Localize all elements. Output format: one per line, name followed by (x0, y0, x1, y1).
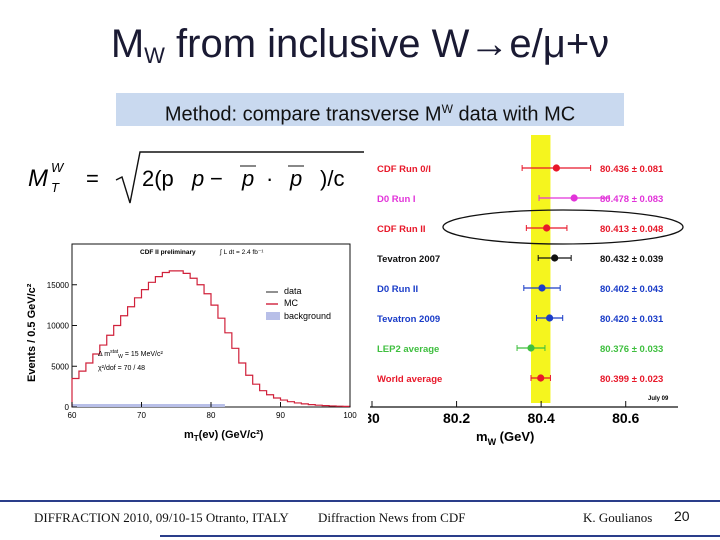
world-average-band (530, 135, 551, 403)
mass-point (538, 284, 546, 292)
mass-x-tick-label: 80.4 (528, 410, 555, 426)
mass-point-value: 80.413 ± 0.048 (600, 224, 663, 235)
mass-point-name: LEP2 average (377, 344, 439, 355)
mass-point-value: 80.478 ± 0.083 (600, 194, 663, 205)
mass-point (527, 344, 535, 352)
histo-ylabel: Events / 0.5 GeV/c² (26, 283, 38, 382)
histo-chi2: χ²/dof = 70 / 48 (98, 365, 145, 372)
mass-point-value: 80.376 ± 0.033 (600, 344, 663, 355)
method-tail: data with MC (452, 103, 576, 126)
title-main: M (110, 22, 145, 66)
footer-center: Diffraction News from CDF (318, 510, 466, 525)
mass-point-name: D0 Run I (377, 194, 416, 205)
mass-point-value: 80.420 ± 0.031 (600, 314, 664, 325)
mass-point (546, 314, 554, 322)
method-sup: W (441, 102, 453, 116)
footer-bottom-divider (160, 535, 720, 537)
histo-title: CDF II preliminary (140, 249, 196, 256)
mass-point (551, 254, 559, 262)
footer-right: K. Goulianos (583, 510, 653, 525)
mass-point-name: Tevatron 2007 (377, 254, 440, 265)
formula-eq: = (86, 166, 99, 191)
histo-x-tick-label: 80 (207, 411, 216, 420)
formula-vec2: p (289, 166, 302, 191)
legend-mc: MC (284, 298, 298, 308)
mass-x-tick-label: 80 (368, 410, 380, 426)
histo-y-tick-label: 5000 (51, 362, 69, 371)
histo-xlabel: mT(eν) (GeV/c²) (184, 429, 264, 443)
histo-background-band (72, 404, 225, 407)
mass-note: July 09 (648, 396, 669, 402)
mass-point-name: CDF Run II (377, 224, 426, 235)
formula-dot: · (266, 166, 273, 191)
formula-lhs: M (28, 165, 48, 192)
formula-lhs-sub: T (51, 180, 60, 195)
mass-point-value: 80.436 ± 0.081 (600, 164, 664, 175)
mass-point-value: 80.402 ± 0.043 (600, 284, 663, 295)
mass-point-name: CDF Run 0/I (377, 164, 431, 175)
title-arrow: → (469, 22, 510, 66)
histo-y-ticks: 0 5000 10000 15000 (47, 281, 77, 412)
histo-x-tick-label: 60 (68, 411, 77, 420)
formula-minus: − (210, 166, 223, 191)
mass-point (552, 164, 560, 172)
formula-vec: p (241, 166, 254, 191)
histo-x-ticks: 60 70 80 90 100 (68, 402, 357, 420)
legend-data: data (284, 286, 302, 296)
histo-lumi: ∫ L dt = 2.4 fb⁻¹ (219, 249, 264, 256)
histo-bars (71, 270, 351, 407)
formula-mid: p (191, 166, 204, 191)
legend-bg-marker (266, 312, 280, 320)
histo-mc-line (71, 270, 351, 407)
histo-background-fill (72, 404, 225, 407)
histo-x-tick-label: 70 (137, 411, 146, 420)
footer-left: DIFFRACTION 2010, 09/10-15 Otranto, ITAL… (34, 510, 289, 525)
title-subscript: W (144, 43, 165, 68)
mass-point (570, 194, 578, 202)
histo-legend: data MC background (266, 286, 331, 321)
mass-point-value: 80.399 ± 0.023 (600, 374, 663, 385)
histo-y-tick-label: 10000 (47, 322, 70, 331)
mw-comparison-plot: CDF Run 0/I 80.436 ± 0.081 D0 Run I 80.478 … (368, 135, 684, 447)
histo-y-tick-label: 15000 (47, 281, 70, 290)
legend-background: background (284, 311, 331, 321)
formula-tail: )/c (320, 166, 344, 191)
mass-x-tick-label: 80.2 (443, 410, 470, 426)
footer-divider (0, 500, 720, 502)
cdf-run2-highlight (442, 209, 684, 245)
page-number: 20 (674, 508, 690, 524)
mass-xlabel: mW (GeV) (476, 429, 534, 447)
histo-x-tick-label: 100 (343, 411, 357, 420)
mass-point-name: World average (377, 374, 442, 385)
mass-point-value: 80.432 ± 0.039 (600, 254, 663, 265)
histo-y-tick-label: 0 (65, 403, 70, 412)
slide-title: MW from inclusive W→e/μ+ν (0, 22, 720, 69)
mass-x-tick-label: 80.6 (612, 410, 639, 426)
histo-x-tick-label: 90 (276, 411, 285, 420)
histo-stat-annotation: Δ mstatW = 15 MeV/c² (98, 349, 163, 360)
formula: M W T = 2(p p − p · p )/c (28, 151, 364, 204)
mass-x-ticks: 80 80.2 80.4 80.6 (368, 401, 640, 426)
method-text: Method: compare transverse M (164, 103, 442, 126)
mass-points: CDF Run 0/I 80.436 ± 0.081 D0 Run I 80.478 … (377, 164, 664, 385)
mass-point (537, 374, 545, 382)
mass-point-name: D0 Run II (377, 284, 418, 295)
mass-point (543, 224, 551, 232)
formula-sqrt (115, 151, 364, 204)
title-rest: from inclusive W (164, 22, 470, 66)
formula-lhs-sup: W (51, 160, 65, 175)
mt-histogram: 0 5000 10000 15000 60 70 80 90 100 CDF II preli… (26, 243, 357, 443)
title-tail: e/μ+ν (509, 22, 610, 66)
method-box: Method: compare transverse MW data with … (116, 93, 624, 126)
mass-point-name: Tevatron 2009 (377, 314, 440, 325)
formula-body: 2(p (142, 166, 174, 191)
